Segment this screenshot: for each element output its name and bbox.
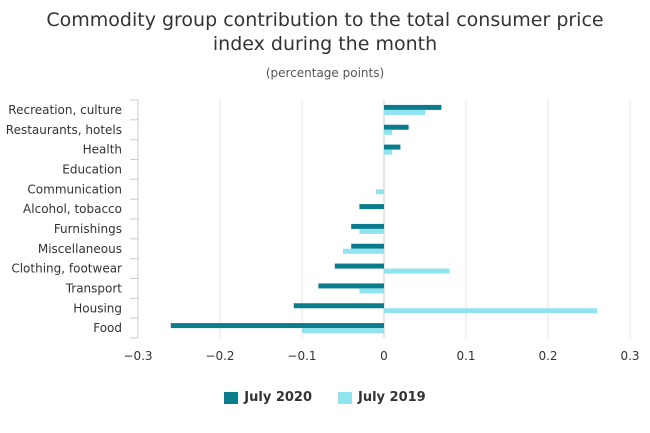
category-label-5: Alcohol, tobacco [23, 202, 122, 216]
legend-label-july-2019: July 2019 [358, 390, 426, 405]
category-label-8: Clothing, footwear [11, 262, 122, 276]
legend-item-july-2020[interactable]: July 2020 [224, 390, 312, 405]
legend-label-july-2020: July 2020 [244, 390, 312, 405]
chart-subtitle: (percentage points) [265, 66, 385, 80]
category-label-11: Food [93, 321, 122, 335]
bar-july-2020-0 [384, 104, 442, 110]
bar-july-2020-1 [384, 124, 409, 130]
legend: July 2020 July 2019 [0, 390, 650, 405]
category-label-4: Communication [27, 182, 122, 196]
category-label-0: Recreation, culture [8, 103, 122, 117]
x-tick-label-6: 0.3 [620, 349, 639, 363]
bar-july-2020-8 [334, 263, 384, 269]
bar-july-2019-10 [384, 308, 598, 314]
bar-july-2019-1 [384, 129, 393, 135]
category-label-1: Restaurants, hotels [6, 123, 122, 137]
x-tick-label-5: 0.2 [538, 349, 557, 363]
legend-item-july-2019[interactable]: July 2019 [338, 390, 426, 405]
bar-july-2020-6 [351, 223, 384, 229]
bar-july-2020-11 [170, 323, 384, 329]
category-label-2: Health [83, 143, 122, 157]
chart-title: Commodity group contribution to the tota… [0, 8, 650, 56]
category-label-3: Education [62, 162, 122, 176]
bar-july-2019-9 [359, 288, 384, 294]
bar-july-2020-2 [384, 144, 401, 150]
bar-july-2019-4 [375, 189, 384, 195]
category-label-10: Housing [73, 301, 122, 315]
bar-july-2019-8 [384, 268, 450, 274]
bar-july-2019-7 [343, 248, 384, 254]
bar-july-2019-0 [384, 109, 425, 115]
legend-swatch-july-2020 [224, 391, 239, 404]
x-tick-label-2: −0.1 [287, 349, 316, 363]
bar-july-2020-7 [351, 243, 384, 249]
x-tick-label-1: −0.2 [205, 349, 234, 363]
category-label-9: Transport [65, 281, 123, 295]
bar-july-2019-2 [384, 149, 393, 155]
x-tick-label-4: 0.1 [456, 349, 475, 363]
category-label-7: Miscellaneous [38, 242, 122, 256]
bar-july-2019-11 [302, 328, 384, 334]
x-tick-label-0: −0.3 [123, 349, 152, 363]
bar-july-2020-10 [293, 303, 384, 309]
category-label-6: Furnishings [54, 222, 122, 236]
legend-swatch-july-2019 [338, 391, 352, 404]
bar-july-2020-9 [318, 283, 384, 289]
bar-july-2019-6 [359, 228, 384, 234]
bar-july-2020-5 [359, 204, 384, 210]
x-tick-label-3: 0 [380, 349, 388, 363]
chart-title-line-1: Commodity group contribution to the tota… [46, 9, 604, 31]
chart-title-line-2: index during the month [212, 33, 438, 55]
